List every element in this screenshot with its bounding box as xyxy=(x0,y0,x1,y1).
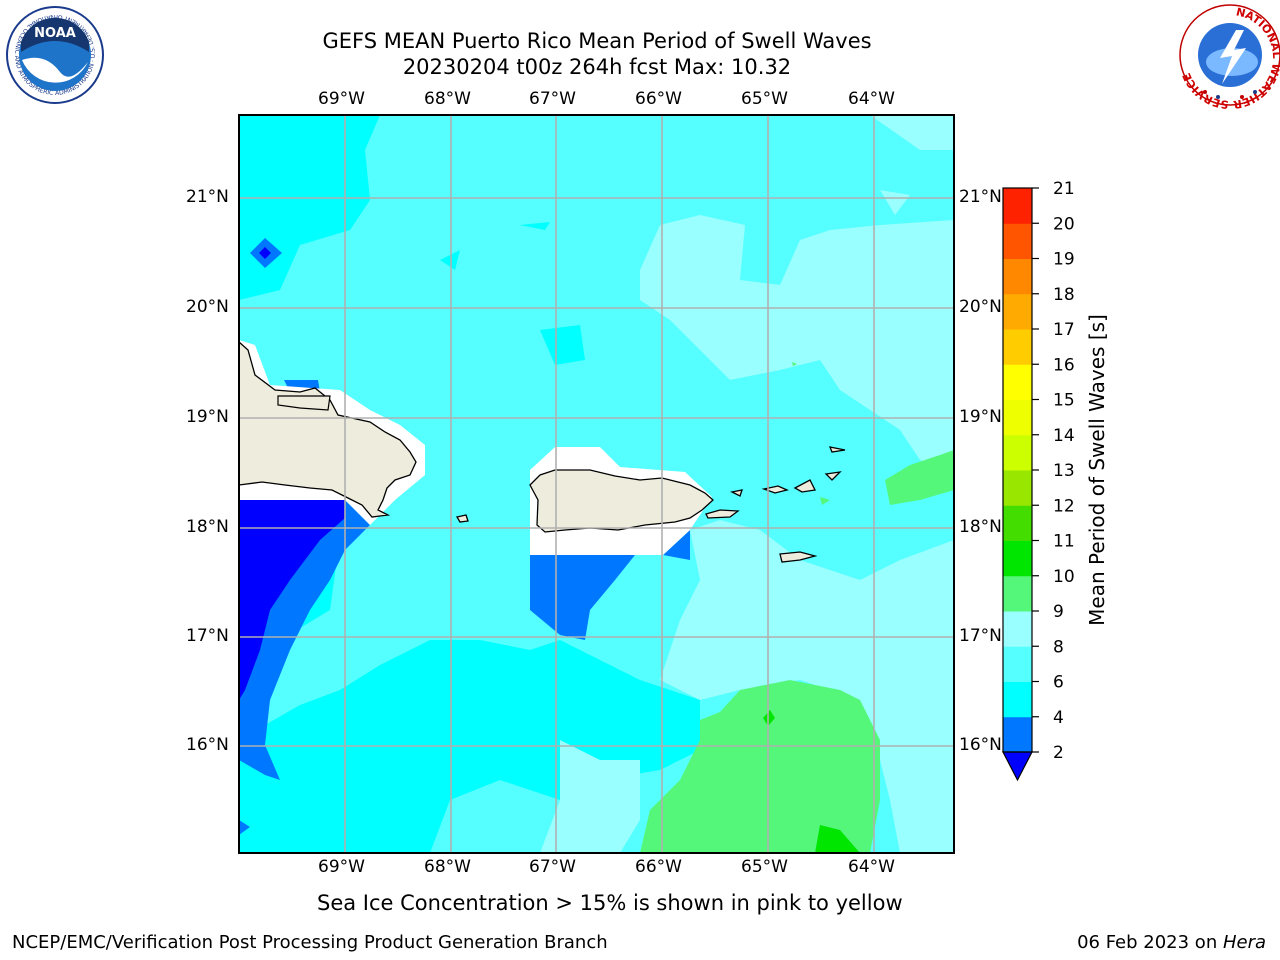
lon-label-top-66w: 66°W xyxy=(635,89,682,109)
colorbar-segment xyxy=(1003,223,1032,259)
nws-logo: NATIONAL WEATHER SERVICE xyxy=(1179,4,1280,111)
noaa-logo-text: NOAA xyxy=(34,26,76,41)
lat-label-left-20n: 20°N xyxy=(186,297,229,317)
colorbar-segment xyxy=(1003,434,1032,471)
sea-ice-note: Sea Ice Concentration > 15% is shown in … xyxy=(317,891,903,915)
lon-label-bottom-64w: 64°W xyxy=(848,857,895,877)
lon-label-top-65w: 65°W xyxy=(741,89,788,109)
colorbar-tick-label: 16 xyxy=(1053,355,1075,375)
lon-label-bottom-68w: 68°W xyxy=(424,857,471,877)
colorbar-segment xyxy=(1003,611,1032,647)
lon-label-top-67w: 67°W xyxy=(529,89,576,109)
colorbar-segment xyxy=(1003,329,1032,365)
colorbar-tick-label: 19 xyxy=(1053,250,1075,270)
colorbar-segment xyxy=(1003,399,1032,436)
lat-label-left-19n: 19°N xyxy=(186,407,229,427)
lat-label-left-17n: 17°N xyxy=(186,626,229,646)
lat-label-right-16n: 16°N xyxy=(959,735,1002,755)
colorbar-segment xyxy=(1003,716,1032,753)
colorbar-tick-label: 14 xyxy=(1053,426,1075,446)
ocean-9-10s-zones xyxy=(640,362,954,853)
lon-label-bottom-67w: 67°W xyxy=(529,857,576,877)
map-frame xyxy=(238,114,955,854)
landmass xyxy=(239,341,846,563)
lat-label-left-16n: 16°N xyxy=(186,735,229,755)
colorbar-tick-label: 2 xyxy=(1053,743,1064,763)
colorbar-tick-label: 8 xyxy=(1053,637,1064,657)
colorbar-segment xyxy=(1003,681,1032,718)
colorbar-tick-label: 11 xyxy=(1053,532,1075,552)
colorbar-segment xyxy=(1003,575,1032,612)
colorbar-tick-label: 18 xyxy=(1053,285,1075,305)
colorbar-under-triangle xyxy=(1002,751,1033,782)
colorbar-segment xyxy=(1003,258,1032,295)
colorbar-segment xyxy=(1003,505,1032,541)
colorbar: 2 4 6 8 9 10 11 12 13 14 15 16 17 18 19 20 21 xyxy=(1002,179,1075,782)
colorbar-segment xyxy=(1003,188,1032,224)
lat-label-left-21n: 21°N xyxy=(186,187,229,207)
lat-label-right-20n: 20°N xyxy=(959,297,1002,317)
colorbar-label: Mean Period of Swell Waves [s] xyxy=(1085,314,1109,626)
lon-label-top-64w: 64°W xyxy=(848,89,895,109)
colorbar-tick-label: 9 xyxy=(1053,602,1064,622)
colorbar-segment xyxy=(1003,540,1032,577)
noaa-logo: NATIONAL OCEANIC AND ATMOSPHERIC ADMINIS… xyxy=(0,0,104,104)
colorbar-segment xyxy=(1003,293,1032,330)
puerto-rico-land xyxy=(529,469,714,533)
hispaniola-land xyxy=(239,341,417,518)
lon-label-bottom-66w: 66°W xyxy=(635,857,682,877)
run-machine: Hera xyxy=(1222,932,1266,953)
lat-label-right-21n: 21°N xyxy=(959,187,1002,207)
colorbar-tick-label: 4 xyxy=(1053,708,1064,728)
ocean-under-2s-zones xyxy=(239,247,345,700)
colorbar-tick-label: 13 xyxy=(1053,461,1075,481)
colorbar-tick-label: 15 xyxy=(1053,391,1075,411)
lat-label-right-17n: 17°N xyxy=(959,626,1002,646)
colorbar-tick-label: 12 xyxy=(1053,496,1075,516)
colorbar-tick-label: 6 xyxy=(1053,673,1064,693)
colorbar-tick-label: 10 xyxy=(1053,567,1075,587)
lat-label-left-18n: 18°N xyxy=(186,517,229,537)
lon-label-bottom-69w: 69°W xyxy=(318,857,365,877)
map-gridlines xyxy=(239,115,954,853)
lon-label-bottom-65w: 65°W xyxy=(741,857,788,877)
colorbar-segment xyxy=(1003,364,1032,400)
chart-title-line2: 20230204 t00z 264h fcst Max: 10.32 xyxy=(402,55,792,79)
run-date-text: 06 Feb 2023 on xyxy=(1077,932,1223,953)
ocean-10-11s-zones xyxy=(763,710,860,853)
colorbar-tick-label: 21 xyxy=(1053,179,1075,199)
colorbar-segment xyxy=(1003,646,1032,682)
chart-title-line1: GEFS MEAN Puerto Rico Mean Period of Swe… xyxy=(322,29,872,53)
colorbar-tick-label: 17 xyxy=(1053,320,1075,340)
lon-label-top-69w: 69°W xyxy=(318,89,365,109)
lat-label-right-18n: 18°N xyxy=(959,517,1002,537)
run-date: 06 Feb 2023 on Hera xyxy=(1077,932,1266,953)
lat-label-right-19n: 19°N xyxy=(959,407,1002,427)
ocean-8-9s-zones xyxy=(540,115,954,853)
colorbar-segment xyxy=(1003,470,1032,506)
branch-credit: NCEP/EMC/Verification Post Processing Pr… xyxy=(12,932,608,953)
lon-label-top-68w: 68°W xyxy=(424,89,471,109)
colorbar-tick-label: 20 xyxy=(1053,214,1075,234)
